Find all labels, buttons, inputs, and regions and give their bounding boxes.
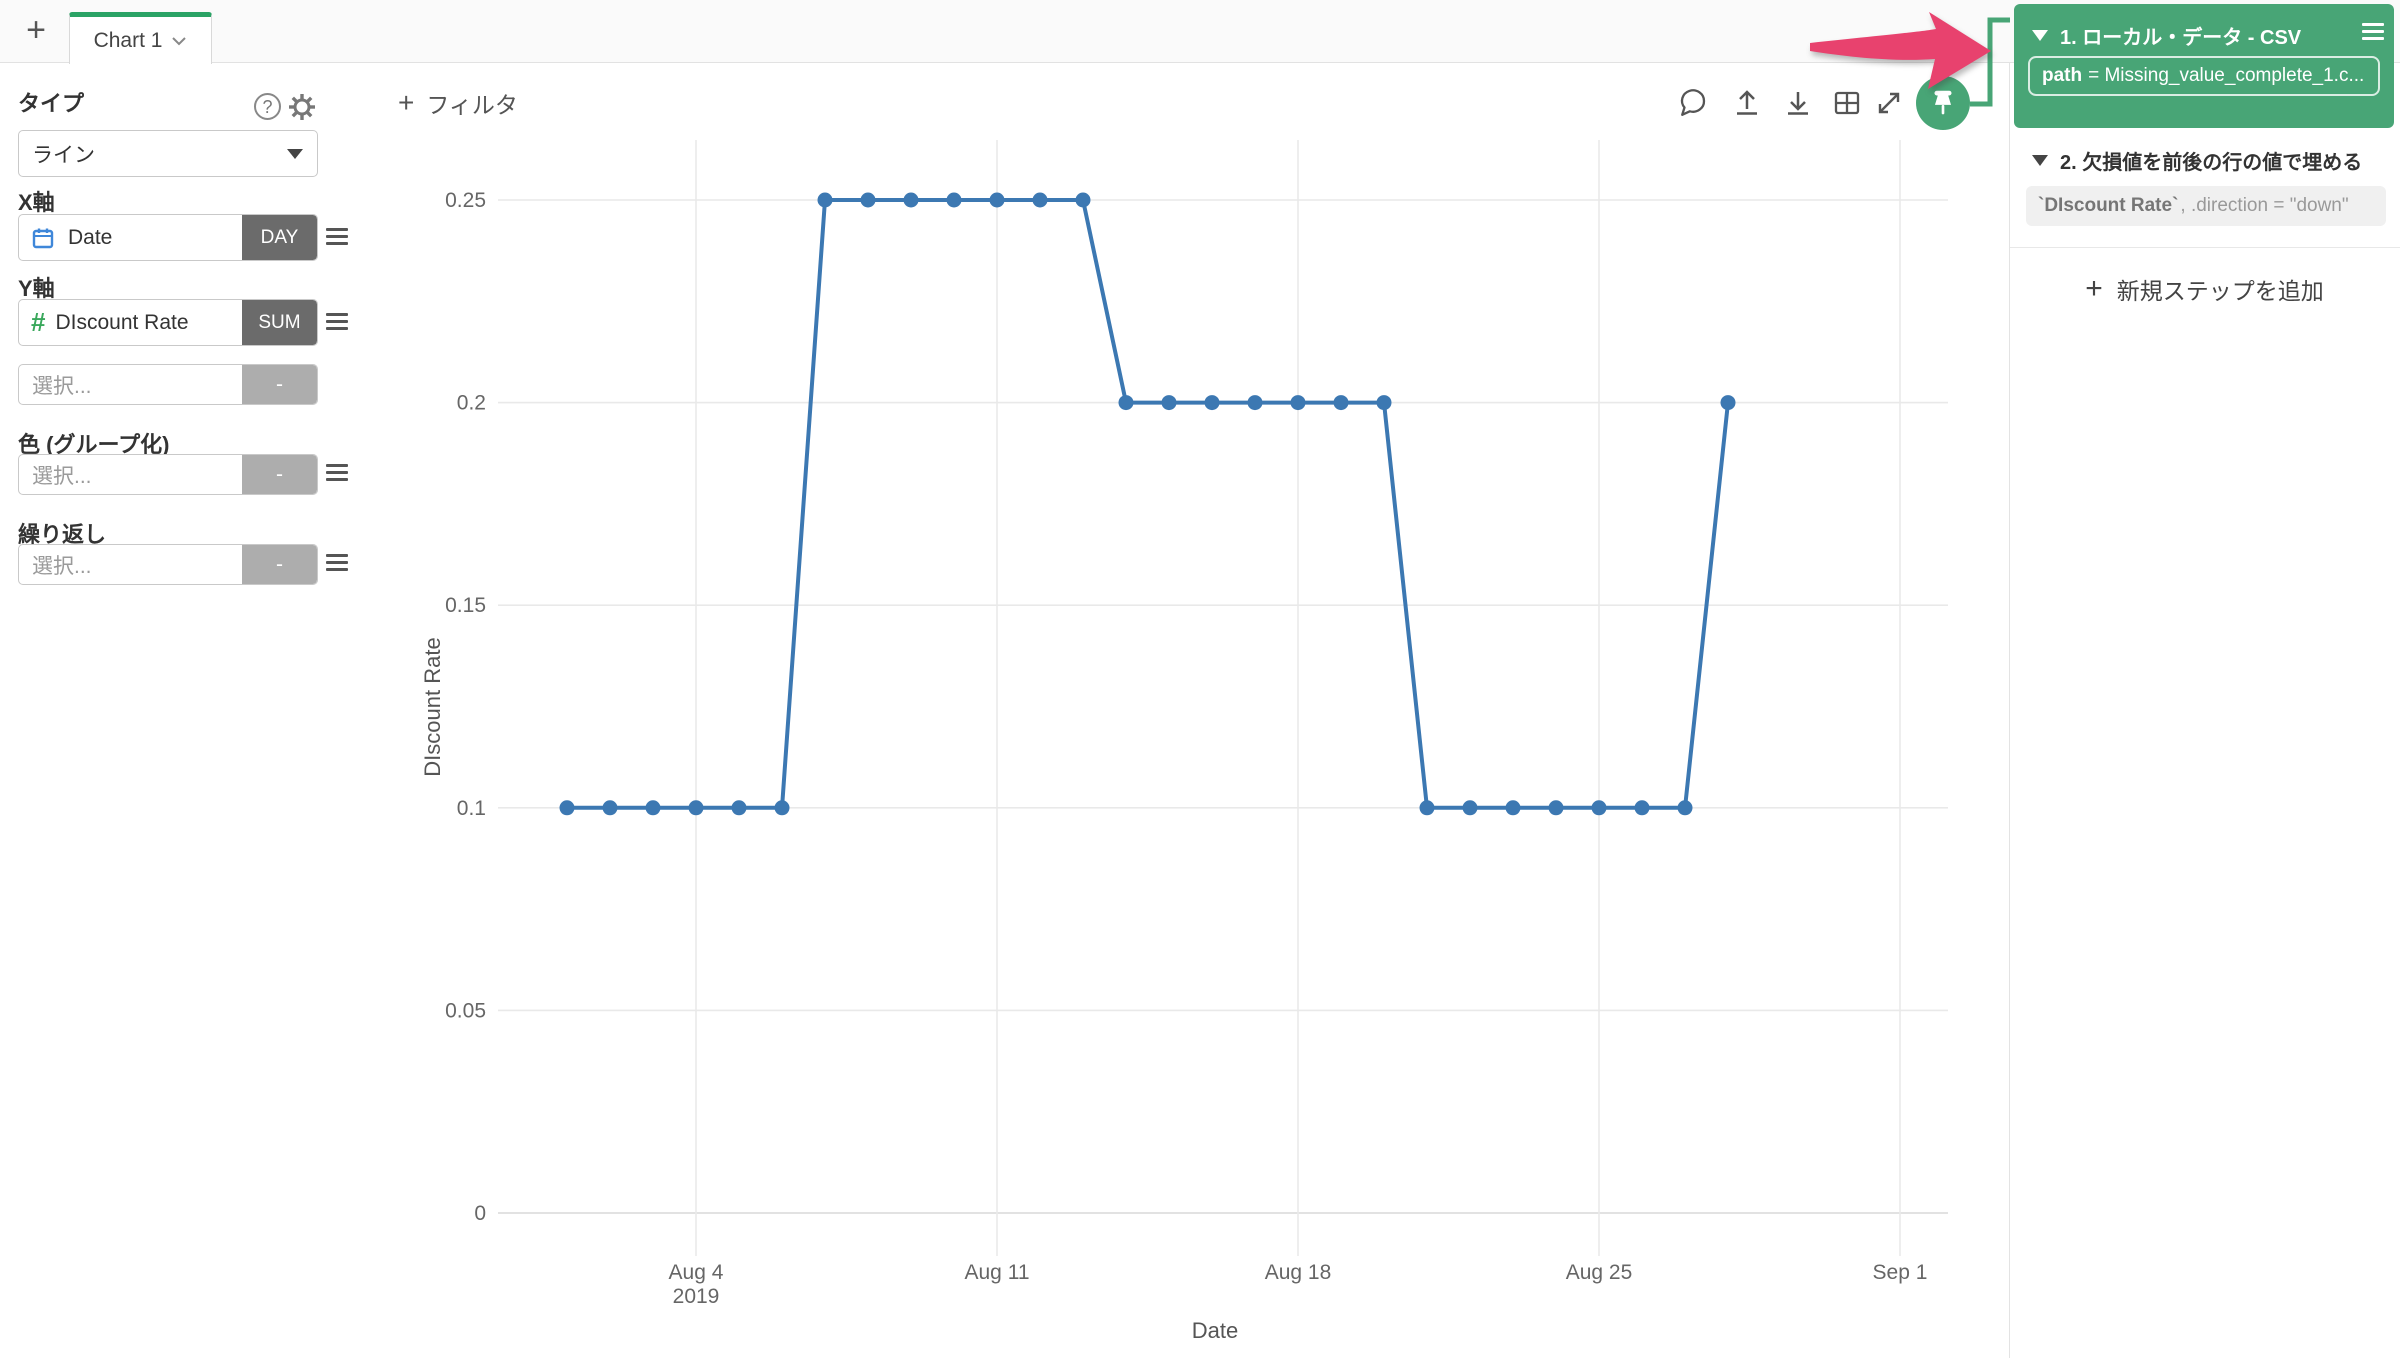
y-axis-field[interactable]: # DIscount Rate SUM <box>18 299 318 346</box>
color-group-agg-badge: - <box>242 455 317 494</box>
repeat-menu-icon[interactable] <box>326 554 348 575</box>
color-group-label: 色 (グループ化) <box>18 432 170 457</box>
plus-icon: + <box>2085 272 2103 305</box>
table-icon[interactable] <box>1829 85 1865 121</box>
steps-panel <box>2009 0 2400 1358</box>
svg-text:Aug 25: Aug 25 <box>1566 1261 1633 1284</box>
help-icon[interactable]: ? <box>254 93 281 120</box>
step-1-card[interactable]: 1. ローカル・データ - CSV path = Missing_value_c… <box>2014 4 2394 128</box>
new-tab-button[interactable]: + <box>26 11 46 49</box>
type-label: タイプ <box>18 91 85 116</box>
download-icon[interactable] <box>1780 85 1816 121</box>
svg-text:0.15: 0.15 <box>445 594 486 617</box>
step-2-title: 2. 欠損値を前後の行の値で埋める <box>2060 152 2363 174</box>
step-1-menu-icon[interactable] <box>2362 23 2384 44</box>
add-step-label: 新規ステップを追加 <box>2116 278 2324 304</box>
chart-type-value: ライン <box>32 143 95 167</box>
code-field: `DIscount Rate` <box>2038 195 2179 216</box>
tab-chart-1[interactable]: Chart 1 <box>69 12 212 64</box>
step-2-code[interactable]: `DIscount Rate` , .direction = "down" <box>2026 186 2386 226</box>
y-axis-label: Y軸 <box>18 276 55 301</box>
comment-icon[interactable] <box>1675 85 1711 121</box>
calendar-icon <box>32 228 54 248</box>
add-filter-button[interactable]: + フィルタ <box>398 86 518 120</box>
plus-icon: + <box>398 87 415 118</box>
y-axis-agg-badge[interactable]: SUM <box>242 300 317 345</box>
y-axis-secondary-agg-badge: - <box>242 365 317 404</box>
chart-type-select[interactable]: ライン <box>18 130 318 177</box>
steps-divider <box>2010 247 2400 248</box>
chevron-down-icon <box>172 36 187 45</box>
caret-down-icon <box>287 148 303 159</box>
param-key: path <box>2042 65 2083 86</box>
code-rest: , .direction = "down" <box>2180 195 2349 216</box>
tab-label: Chart 1 <box>93 28 163 52</box>
x-axis-menu-icon[interactable] <box>326 228 348 249</box>
x-axis-title: Date <box>1192 1318 1238 1343</box>
repeat-label: 繰り返し <box>18 522 107 547</box>
data-line-series <box>559 192 1736 816</box>
y-axis-title: DIscount Rate <box>420 637 445 776</box>
y-axis-menu-icon[interactable] <box>326 313 348 334</box>
gear-icon[interactable] <box>286 91 318 123</box>
numeric-hash-icon: # <box>31 307 46 337</box>
filter-label: フィルタ <box>426 92 518 118</box>
x-axis-agg-badge[interactable]: DAY <box>242 215 317 260</box>
x-axis-field-name: Date <box>68 225 113 249</box>
svg-text:Sep 1: Sep 1 <box>1873 1261 1928 1284</box>
repeat-agg-badge: - <box>242 545 317 584</box>
y-axis-field-name: DIscount Rate <box>55 310 189 334</box>
gridlines <box>498 140 1948 1256</box>
color-group-field[interactable]: 選択... - <box>18 454 318 495</box>
step-1-header[interactable]: 1. ローカル・データ - CSV <box>2032 21 2301 50</box>
expand-icon[interactable] <box>1871 85 1907 121</box>
step-2-header[interactable]: 2. 欠損値を前後の行の値で埋める <box>2032 146 2362 175</box>
upload-icon[interactable] <box>1729 85 1765 121</box>
svg-text:Aug 4: Aug 4 <box>669 1261 724 1284</box>
param-value: = Missing_value_complete_1.c... <box>2088 65 2365 86</box>
svg-text:0.1: 0.1 <box>457 797 486 820</box>
x-axis-label: X軸 <box>18 190 55 215</box>
color-group-placeholder: 選択... <box>32 464 92 488</box>
y-axis-secondary-placeholder: 選択... <box>32 374 92 398</box>
step-1-title: 1. ローカル・データ - CSV <box>2060 27 2302 49</box>
collapse-triangle-icon[interactable] <box>2032 30 2048 41</box>
x-axis-field[interactable]: Date DAY <box>18 214 318 261</box>
collapse-triangle-icon[interactable] <box>2032 155 2048 166</box>
svg-text:Aug 11: Aug 11 <box>965 1261 1030 1284</box>
svg-text:0.05: 0.05 <box>445 999 486 1022</box>
pushpin-icon <box>1934 90 1952 115</box>
svg-text:0: 0 <box>474 1202 486 1225</box>
y-axis-secondary-field[interactable]: 選択... - <box>18 364 318 405</box>
svg-text:0.25: 0.25 <box>445 189 486 212</box>
svg-text:Aug 18: Aug 18 <box>1265 1261 1332 1284</box>
svg-text:0.2: 0.2 <box>457 392 486 415</box>
step-1-parameter[interactable]: path = Missing_value_complete_1.c... <box>2028 56 2380 96</box>
repeat-field[interactable]: 選択... - <box>18 544 318 585</box>
color-group-menu-icon[interactable] <box>326 464 348 485</box>
add-step-button[interactable]: + 新規ステップを追加 <box>2009 272 2400 306</box>
pin-button[interactable] <box>1916 76 1970 130</box>
repeat-placeholder: 選択... <box>32 554 92 578</box>
svg-text:2019: 2019 <box>673 1285 720 1308</box>
